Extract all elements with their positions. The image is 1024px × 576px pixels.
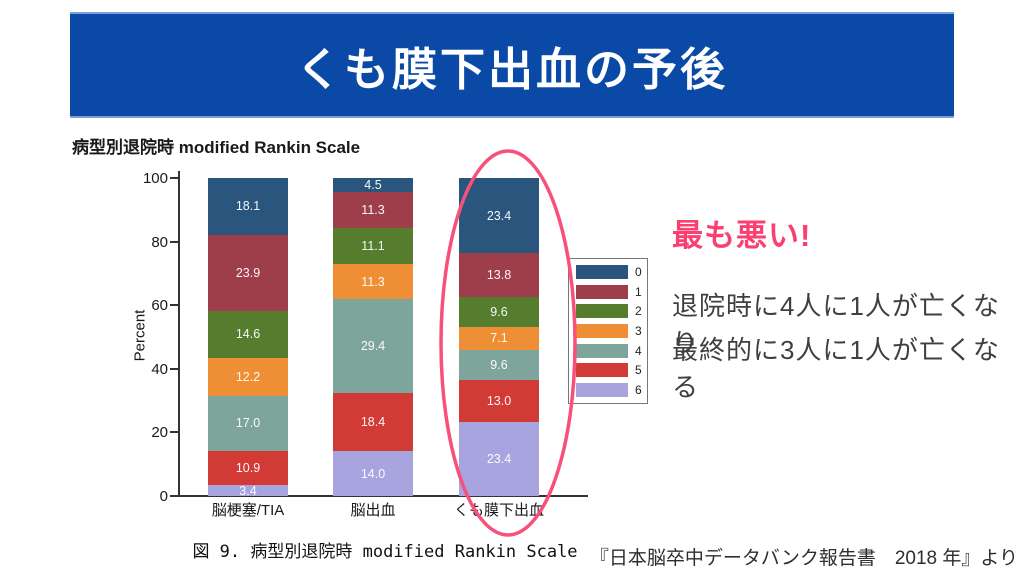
bar-segment-value: 17.0 — [235, 416, 261, 431]
bar-segment-value: 11.1 — [361, 238, 385, 253]
chart-title: 病型別退院時 modified Rankin Scale — [72, 138, 361, 157]
bar-segment-value: 12.2 — [235, 370, 261, 385]
annotation-line-2: 最終的に3人に1人が亡くなる — [672, 335, 1000, 402]
bar-segment-value: 9.6 — [490, 357, 508, 372]
source-citation: 『日本脳卒中データバンク報告書 2018 年』より — [589, 548, 1018, 569]
legend-row: 3 — [576, 323, 642, 338]
legend-label: 0 — [635, 265, 642, 279]
y-tick-mark — [170, 240, 178, 243]
y-tick-label: 40 — [151, 360, 168, 378]
bar-segment-mrs0 — [333, 178, 413, 193]
bar-segment-mrs2 — [333, 228, 413, 264]
y-tick-label: 60 — [151, 297, 168, 315]
bar-segment-value: 3.4 — [239, 483, 257, 498]
title-banner: くも膜下出血の予後 — [70, 12, 954, 118]
figure-caption: 図 9. 病型別退院時 modified Rankin Scale — [192, 542, 578, 562]
bar-segment-mrs4 — [333, 299, 413, 393]
legend-row: 1 — [576, 284, 642, 299]
legend-swatch-icon — [576, 323, 628, 338]
bar-segment-value: 10.9 — [235, 460, 261, 475]
bar-segment-value: 14.0 — [360, 466, 386, 481]
bar-segment-mrs4 — [208, 396, 288, 451]
bar-segment-mrs3 — [333, 263, 413, 300]
bar-segment-value: 29.4 — [360, 339, 386, 354]
legend-label: 5 — [635, 363, 642, 378]
y-tick-label: 80 — [151, 233, 168, 251]
bar-segment-mrs6 — [208, 485, 288, 496]
bar-segment-mrs1 — [208, 235, 288, 312]
legend-row: 4 — [576, 343, 642, 358]
bar-segment-value: 11.3 — [361, 203, 385, 218]
legend-label: 1 — [635, 284, 642, 299]
bar-segment-value: 11.3 — [361, 274, 385, 289]
y-tick-mark — [170, 367, 178, 370]
y-tick-label: 100 — [142, 170, 168, 187]
x-axis-line — [178, 495, 588, 497]
bar-segment-mrs0 — [208, 177, 288, 236]
annotation-headline: 最も悪い! — [672, 218, 812, 253]
bar-segment-mrs6 — [333, 451, 413, 496]
bar-segment-value: 4.5 — [364, 178, 382, 193]
y-axis-line — [178, 171, 180, 497]
legend-swatch-icon — [576, 343, 628, 358]
bar-segment-value: 18.1 — [235, 199, 261, 214]
bar-segment-mrs2 — [208, 311, 288, 358]
legend-swatch-icon — [576, 265, 628, 279]
bar-segment-value: 9.6 — [490, 304, 508, 319]
bar-segment-mrs5 — [208, 450, 288, 486]
bar-segment-mrs3 — [208, 357, 288, 397]
bar-segment-value: 7.1 — [490, 331, 508, 346]
legend-label: 6 — [635, 382, 642, 397]
legend-row: 6 — [576, 382, 642, 397]
legend-swatch-icon — [576, 382, 628, 397]
legend-label: 2 — [635, 304, 642, 319]
y-tick-mark — [170, 304, 178, 307]
bar-segment-value: 14.6 — [235, 327, 261, 342]
legend-row: 2 — [576, 304, 642, 319]
bar-segment-value: 13.0 — [486, 393, 512, 408]
bar-segment-mrs1 — [333, 192, 413, 229]
legend-swatch-icon — [576, 304, 628, 319]
y-tick-label: 20 — [151, 424, 168, 442]
slide-title: くも膜下出血の予後 — [295, 43, 728, 95]
annotation-line-1: 退院時に4人に1人が亡くなり — [672, 291, 1000, 358]
legend-box: 0 1 2 3 4 5 6 — [568, 258, 648, 404]
legend-label: 3 — [635, 323, 642, 338]
x-category-label: くも膜下出血 — [453, 502, 544, 519]
legend-swatch-icon — [576, 284, 628, 299]
y-tick-mark — [170, 431, 178, 434]
legend-row: 5 — [576, 363, 642, 378]
bar-segment-value: 23.4 — [486, 208, 512, 223]
legend-swatch-icon — [576, 363, 628, 378]
bar-segment-value: 23.4 — [486, 451, 512, 466]
x-category-label: 脳出血 — [350, 502, 396, 519]
bar-segment-value: 18.4 — [360, 415, 386, 430]
bar-segment-mrs5 — [333, 392, 413, 452]
y-tick-label: 0 — [159, 488, 168, 505]
y-tick-mark — [170, 495, 178, 497]
legend-label: 4 — [635, 343, 642, 358]
bar-segment-value: 13.8 — [486, 267, 512, 282]
legend-row: 0 — [576, 265, 642, 279]
bar-segment-value: 23.9 — [235, 266, 261, 281]
y-tick-mark — [170, 177, 178, 179]
x-category-label: 脳梗塞/TIA — [211, 502, 285, 519]
